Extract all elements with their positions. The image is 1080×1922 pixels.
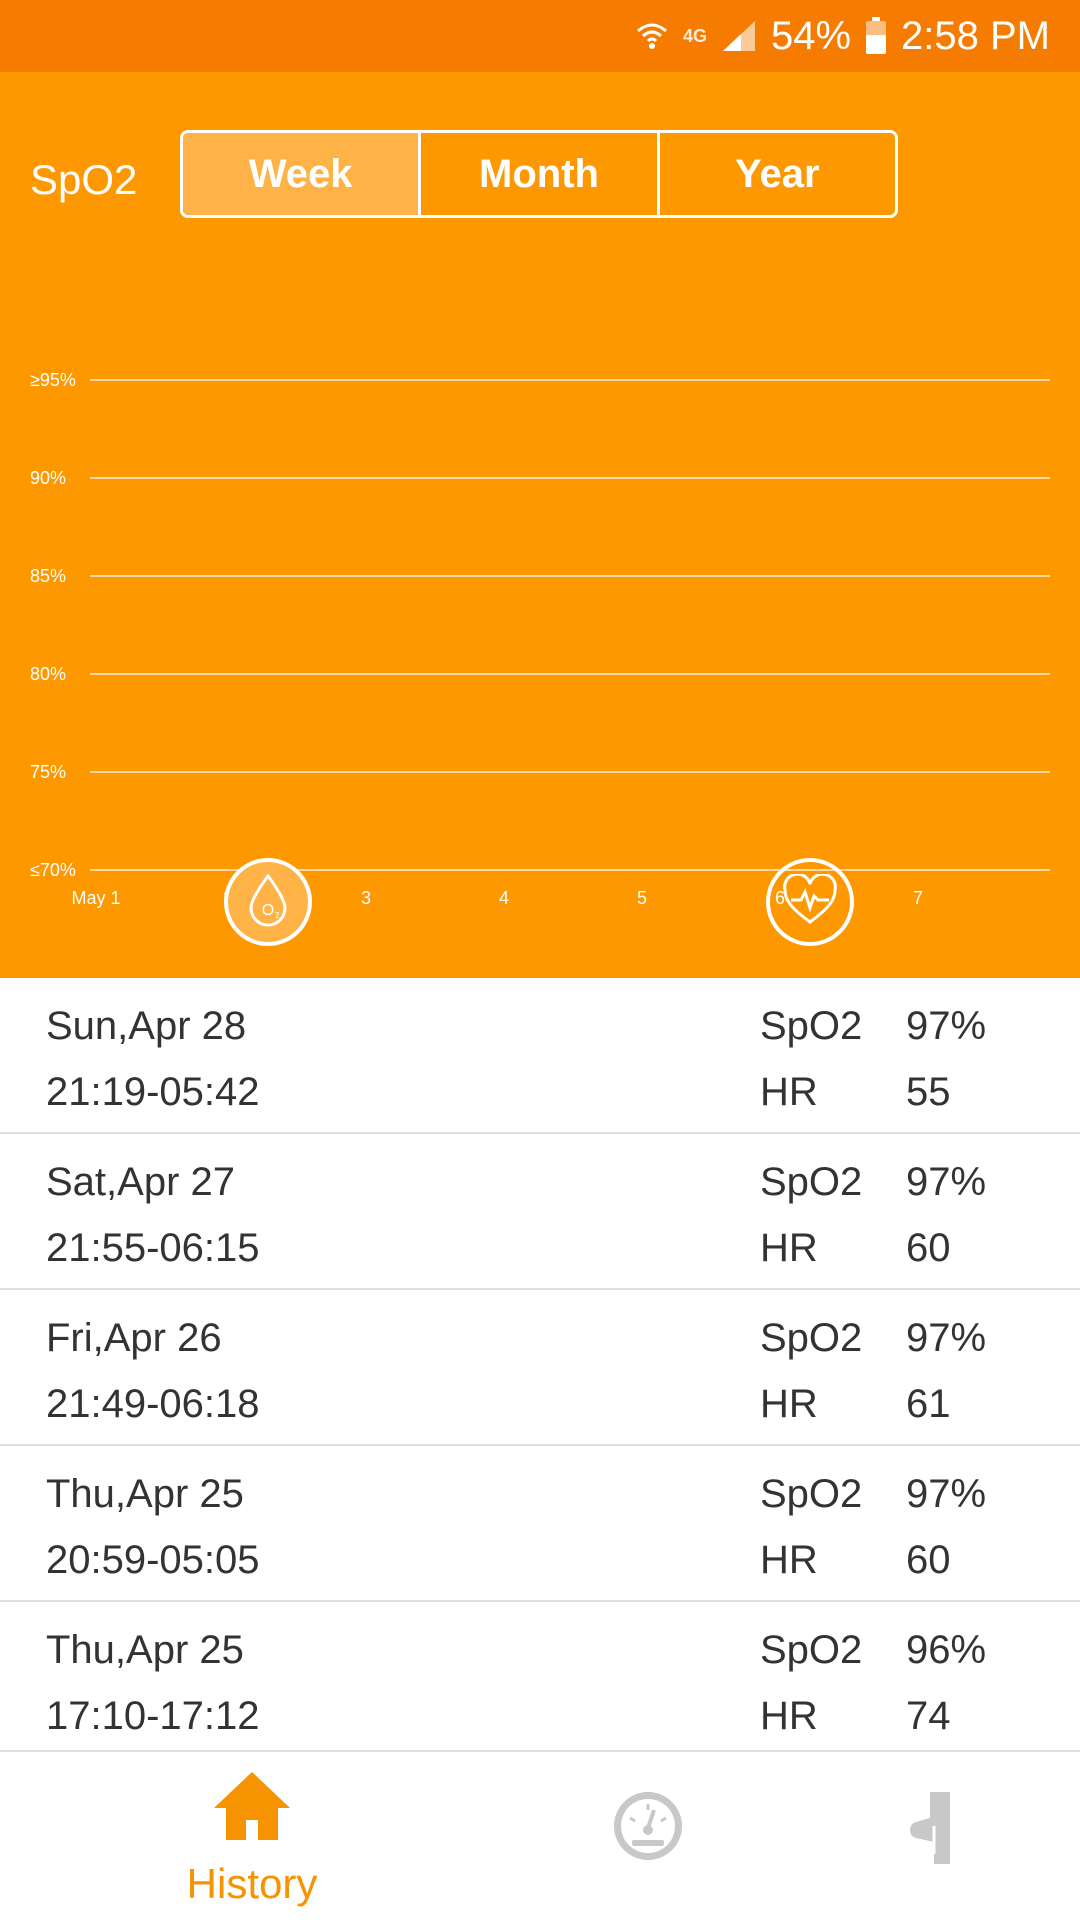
- hr-value: 61: [906, 1382, 951, 1426]
- hr-label: HR: [760, 1538, 818, 1582]
- x-tick-label: 5: [637, 888, 647, 908]
- y-tick-label: 80%: [30, 664, 66, 684]
- spo2-label: SpO2: [760, 1472, 863, 1516]
- record-time: 21:49-06:18: [46, 1382, 260, 1426]
- wifi-icon: [635, 19, 669, 53]
- gauge-icon: [610, 1788, 686, 1869]
- x-tick-label: 3: [361, 888, 371, 908]
- tab-year[interactable]: Year: [735, 151, 820, 196]
- list-item[interactable]: Sun,Apr 28 21:19-05:42 SpO2 97% HR 55: [0, 978, 1080, 1134]
- nav-history-label: History: [186, 1860, 318, 1907]
- heart-rate-toggle[interactable]: [766, 858, 854, 946]
- hr-value: 60: [906, 1538, 951, 1582]
- list-item[interactable]: Sat,Apr 27 21:55-06:15 SpO2 97% HR 60: [0, 1134, 1080, 1290]
- spo2-label: SpO2: [760, 1160, 863, 1204]
- period-selector: Week Month Year: [180, 130, 898, 218]
- hr-value: 60: [906, 1226, 951, 1270]
- x-tick-label: 7: [913, 888, 923, 908]
- tab-week[interactable]: Week: [183, 133, 422, 215]
- oxygen-drop-icon: O 2: [243, 872, 293, 933]
- record-date: Fri,Apr 26: [46, 1316, 222, 1360]
- signal-icon: [721, 19, 757, 53]
- record-date: Thu,Apr 25: [46, 1628, 244, 1672]
- x-tick-label: May 1: [71, 888, 120, 908]
- home-icon: [212, 1770, 292, 1847]
- record-time: 20:59-05:05: [46, 1538, 260, 1582]
- tab-month[interactable]: Month: [421, 133, 660, 215]
- record-time: 21:55-06:15: [46, 1226, 260, 1270]
- record-date: Sun,Apr 28: [46, 1004, 247, 1048]
- record-date: Thu,Apr 25: [46, 1472, 244, 1516]
- y-tick-label: ≤70%: [30, 860, 76, 880]
- status-icons: 4G 54% 2:58 PM: [635, 0, 1050, 72]
- hr-label: HR: [760, 1694, 818, 1738]
- spo2-toggle[interactable]: O 2: [224, 858, 312, 946]
- record-date: Sat,Apr 27: [46, 1160, 236, 1204]
- hr-label: HR: [760, 1070, 818, 1114]
- x-tick-label: 4: [499, 888, 509, 908]
- hr-label: HR: [760, 1226, 818, 1270]
- spo2-label: SpO2: [760, 1628, 863, 1672]
- hr-label: HR: [760, 1382, 818, 1426]
- history-list: Sun,Apr 28 21:19-05:42 SpO2 97% HR 55 Sa…: [0, 978, 1080, 1758]
- battery-percent: 54%: [770, 13, 852, 58]
- sensor-device-icon: [904, 1790, 956, 1871]
- nav-measure[interactable]: [548, 1752, 748, 1922]
- svg-text:2: 2: [275, 911, 280, 920]
- chart-header: SpO2 Week Month Year ≥95% 90% 85% 80% 75% ≤70…: [0, 72, 1080, 978]
- y-tick-label: 85%: [30, 566, 66, 586]
- spo2-label: SpO2: [760, 1004, 863, 1048]
- spo2-value: 97%: [906, 1316, 987, 1360]
- heart-pulse-icon: [781, 872, 839, 931]
- spo2-chart: ≥95%90%85%80%75%≤70%May 1234567: [30, 370, 1050, 908]
- list-item[interactable]: Fri,Apr 26 21:49-06:18 SpO2 97% HR 61: [0, 1290, 1080, 1446]
- spo2-value: 96%: [906, 1628, 987, 1672]
- page-title: SpO2: [30, 156, 138, 203]
- hr-value: 55: [906, 1070, 951, 1114]
- y-tick-label: ≥95%: [30, 370, 76, 390]
- spo2-value: 97%: [906, 1160, 987, 1204]
- hr-value: 74: [906, 1694, 951, 1738]
- nav-history[interactable]: History: [152, 1752, 352, 1922]
- status-bar: 4G 54% 2:58 PM: [0, 0, 1080, 72]
- list-item[interactable]: Thu,Apr 25 17:10-17:12 SpO2 96% HR 74: [0, 1602, 1080, 1758]
- bottom-nav: History: [0, 1750, 1080, 1920]
- record-time: 17:10-17:12: [46, 1694, 260, 1738]
- record-time: 21:19-05:42: [46, 1070, 260, 1114]
- battery-icon: [865, 17, 887, 55]
- svg-text:O: O: [262, 902, 274, 919]
- nav-device[interactable]: [840, 1752, 1040, 1922]
- clock: 2:58 PM: [901, 13, 1050, 58]
- spo2-value: 97%: [906, 1004, 987, 1048]
- spo2-value: 97%: [906, 1472, 987, 1516]
- list-item[interactable]: Thu,Apr 25 20:59-05:05 SpO2 97% HR 60: [0, 1446, 1080, 1602]
- spo2-label: SpO2: [760, 1316, 863, 1360]
- y-tick-label: 75%: [30, 762, 66, 782]
- network-type: 4G: [682, 25, 707, 46]
- y-tick-label: 90%: [30, 468, 66, 488]
